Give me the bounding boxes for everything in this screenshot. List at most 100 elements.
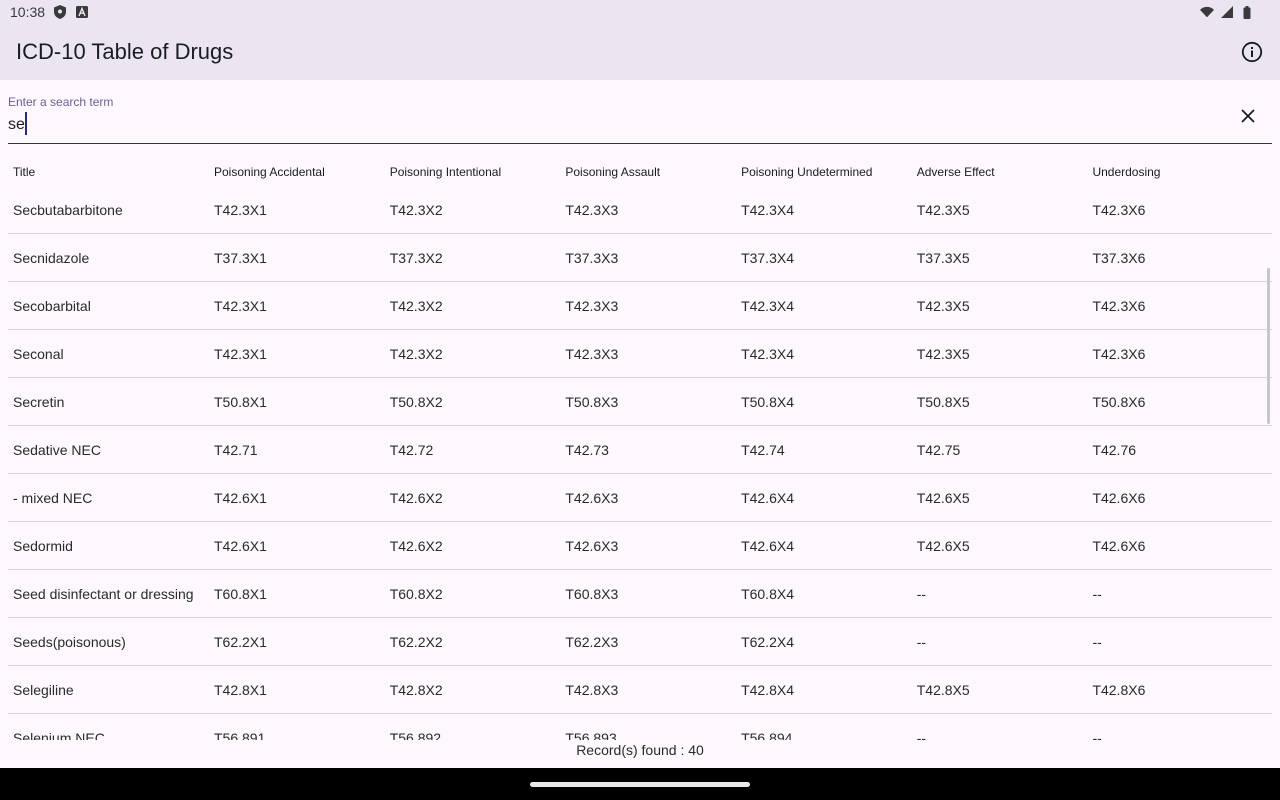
table-cell: Selenium NEC xyxy=(13,729,105,741)
home-gesture-handle[interactable] xyxy=(530,782,750,787)
table-cell: T37.3X3 xyxy=(565,249,619,266)
table-cell: T42.3X2 xyxy=(389,345,443,362)
table-cell: Seconal xyxy=(13,345,64,362)
table-row[interactable]: Seed disinfectant or dressing T60.8X1 T60.… xyxy=(8,570,1272,618)
table-row[interactable]: Selegiline T42.8X1 T42.8X2 T42.8X3 T42.8X4 T4… xyxy=(8,666,1272,714)
info-icon xyxy=(1241,41,1263,63)
table-cell: T56.892 xyxy=(389,729,442,741)
table-cell: T42.72 xyxy=(389,441,434,458)
table-cell: T42.3X2 xyxy=(389,201,443,218)
table-cell: T37.3X6 xyxy=(1092,249,1146,266)
clear-search-button[interactable] xyxy=(1238,106,1258,126)
table-cell: -- xyxy=(1092,729,1102,741)
table-cell: T42.3X1 xyxy=(214,345,267,362)
table-cell: T42.8X2 xyxy=(389,681,443,698)
column-header-poisoning-assault[interactable]: Poisoning Assault xyxy=(565,165,661,179)
table-row[interactable]: Selenium NEC T56.891 T56.892 T56.893 T56.894… xyxy=(8,714,1272,741)
table-cell: Secretin xyxy=(13,393,65,410)
table-row[interactable]: Secnidazole T37.3X1 T37.3X2 T37.3X3 T37.3X4 T… xyxy=(8,234,1272,282)
table-cell: T42.73 xyxy=(565,441,609,458)
page-title: ICD-10 Table of Drugs xyxy=(16,39,234,64)
table-cell: T56.893 xyxy=(565,729,617,741)
table-cell: T42.8X5 xyxy=(916,681,970,698)
table-cell: T62.2X2 xyxy=(389,633,443,650)
table-cell: Secbutabarbitone xyxy=(13,201,123,218)
table-cell: T42.71 xyxy=(214,441,258,458)
navigation-bar xyxy=(0,768,1280,800)
table-cell: T50.8X1 xyxy=(214,393,267,410)
table-cell: T60.8X1 xyxy=(214,585,267,602)
table-cell: T42.8X6 xyxy=(1092,681,1146,698)
table-cell: -- xyxy=(1092,633,1102,650)
table-row[interactable]: Secretin T50.8X1 T50.8X2 T50.8X3 T50.8X4 T50.… xyxy=(8,378,1272,426)
drug-table[interactable]: Title Poisoning Accidental Poisoning Int… xyxy=(8,150,1272,740)
table-cell: T42.3X5 xyxy=(916,297,970,314)
table-cell: T42.8X3 xyxy=(565,681,619,698)
table-cell: Sedormid xyxy=(13,537,73,554)
table-row[interactable]: Seconal T42.3X1 T42.3X2 T42.3X3 T42.3X4 T42.3… xyxy=(8,330,1272,378)
column-header-poisoning-accidental[interactable]: Poisoning Accidental xyxy=(214,165,325,179)
table-cell: T42.3X3 xyxy=(565,201,619,218)
table-cell: T50.8X6 xyxy=(1092,393,1146,410)
table-cell: T60.8X3 xyxy=(565,585,619,602)
table-cell: Selegiline xyxy=(13,681,74,698)
table-cell: T42.6X1 xyxy=(214,537,267,554)
table-cell: T42.3X5 xyxy=(916,201,970,218)
table-cell: T42.76 xyxy=(1092,441,1137,458)
table-cell: T56.894 xyxy=(741,729,793,741)
search-field[interactable]: Enter a search term xyxy=(8,88,1272,144)
table-row[interactable]: Sedormid T42.6X1 T42.6X2 T42.6X3 T42.6X4 T42.… xyxy=(8,522,1272,570)
status-bar: 10:38 xyxy=(0,0,1280,24)
column-header-poisoning-intentional[interactable]: Poisoning Intentional xyxy=(389,165,502,179)
table-cell: T50.8X5 xyxy=(916,393,970,410)
table-scrollbar[interactable] xyxy=(1267,268,1270,424)
table-row[interactable]: Secbutabarbitone T42.3X1 T42.3X2 T42.3X3 T42… xyxy=(8,186,1272,234)
table-cell: T37.3X1 xyxy=(214,249,267,266)
table-cell: T56.891 xyxy=(214,729,266,741)
column-header-adverse-effect[interactable]: Adverse Effect xyxy=(916,165,995,179)
table-cell: Seeds(poisonous) xyxy=(13,633,126,650)
search-label: Enter a search term xyxy=(8,95,114,109)
wifi-icon xyxy=(1200,5,1214,19)
table-cell: -- xyxy=(916,729,927,741)
table-cell: T42.3X1 xyxy=(214,297,267,314)
table-cell: T42.3X1 xyxy=(214,201,267,218)
column-header-poisoning-undetermined[interactable]: Poisoning Undetermined xyxy=(741,165,873,179)
table-cell: T42.6X3 xyxy=(565,537,619,554)
table-cell: T42.3X2 xyxy=(389,297,443,314)
table-cell: T42.6X2 xyxy=(389,537,443,554)
table-cell: -- xyxy=(1092,585,1102,602)
table-row[interactable]: - mixed NEC T42.6X1 T42.6X2 T42.6X3 T42.6X4 T… xyxy=(8,474,1272,522)
table-cell: T62.2X3 xyxy=(565,633,619,650)
battery-icon xyxy=(1240,5,1254,19)
table-cell: T42.3X6 xyxy=(1092,201,1146,218)
table-row[interactable]: Sedative NEC T42.71 T42.72 T42.73 T42.74 T42.… xyxy=(8,426,1272,474)
table-cell: T42.75 xyxy=(916,441,961,458)
column-header-title[interactable]: Title xyxy=(13,165,36,179)
status-time: 10:38 xyxy=(10,4,46,20)
info-button[interactable] xyxy=(1240,40,1264,64)
close-icon xyxy=(1241,109,1255,123)
a-badge-icon xyxy=(75,5,89,19)
table-cell: T50.8X2 xyxy=(389,393,443,410)
table-row[interactable]: Secobarbital T42.3X1 T42.3X2 T42.3X3 T42.3X4… xyxy=(8,282,1272,330)
table-cell: T60.8X2 xyxy=(389,585,443,602)
table-cell: T50.8X4 xyxy=(741,393,794,410)
table-cell: T62.2X4 xyxy=(741,633,794,650)
column-header-underdosing[interactable]: Underdosing xyxy=(1092,165,1161,179)
table-row[interactable]: Seeds(poisonous) T62.2X1 T62.2X2 T62.2X3 T62… xyxy=(8,618,1272,666)
table-cell: T42.8X4 xyxy=(741,681,794,698)
table-cell: T42.3X4 xyxy=(741,297,794,314)
signal-icon xyxy=(1220,5,1234,19)
app-bar: ICD-10 Table of Drugs xyxy=(0,24,1280,80)
table-cell: Sedative NEC xyxy=(13,441,101,458)
table-cell: T42.6X1 xyxy=(214,489,267,506)
table-cell: - mixed NEC xyxy=(13,489,93,506)
table-cell: T42.6X2 xyxy=(389,489,443,506)
table-cell: T42.6X4 xyxy=(741,537,794,554)
table-cell: T62.2X1 xyxy=(214,633,267,650)
table-cell: T60.8X4 xyxy=(741,585,794,602)
search-input[interactable] xyxy=(8,114,1208,136)
table-cell: T37.3X2 xyxy=(389,249,443,266)
table-header: Title Poisoning Accidental Poisoning Int… xyxy=(8,158,1272,186)
